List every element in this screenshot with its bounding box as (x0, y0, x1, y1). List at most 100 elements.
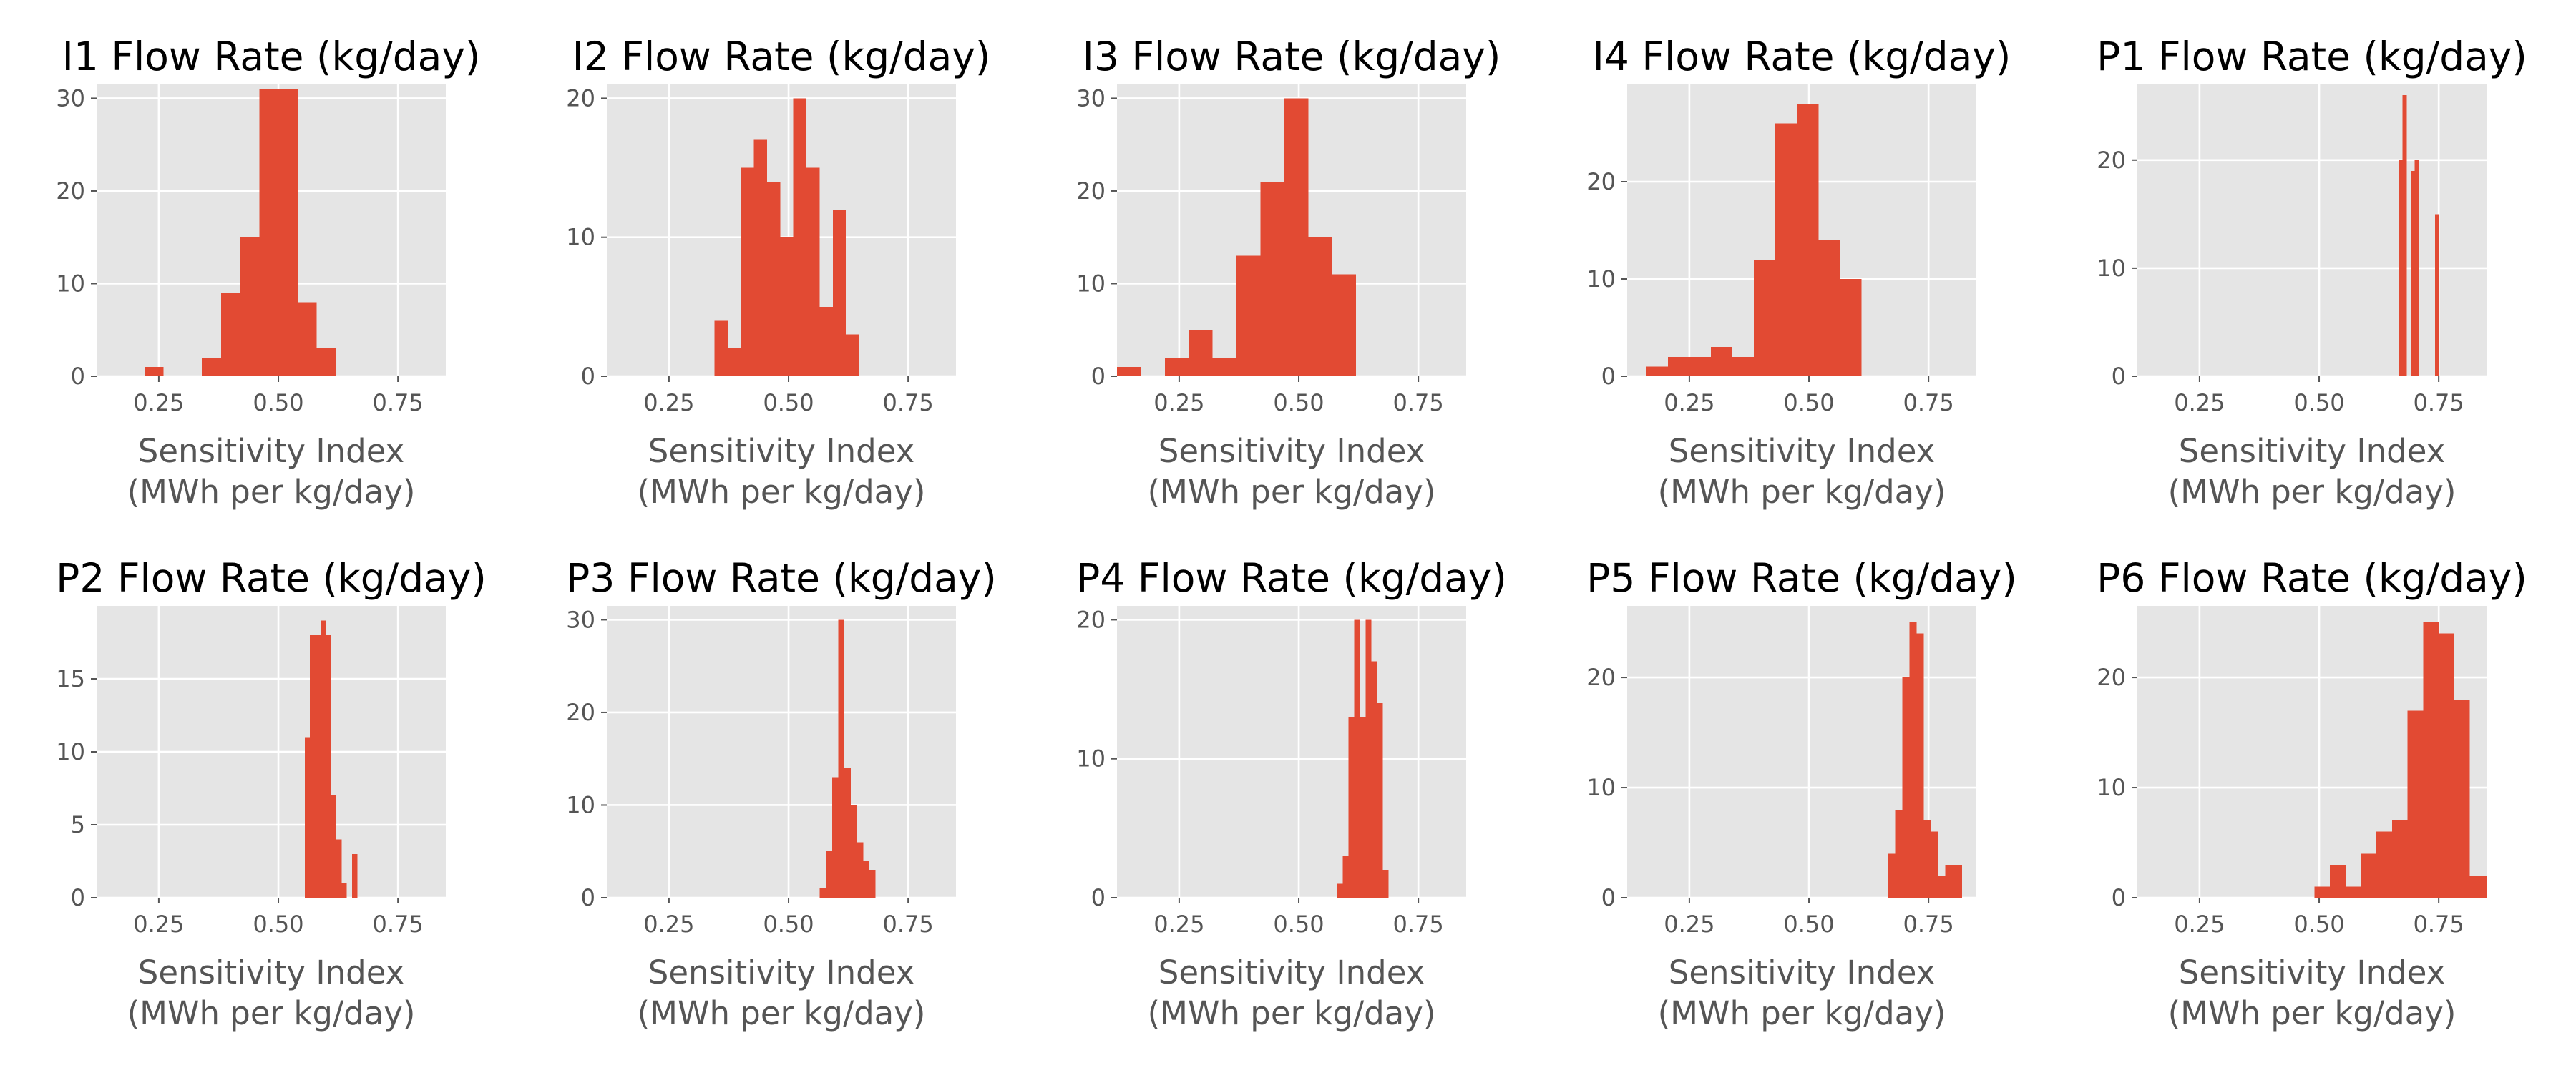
histogram-bar (331, 795, 336, 898)
histogram-bar (1354, 619, 1360, 898)
histogram-bar (320, 620, 326, 898)
x-tick-label: 0.50 (763, 911, 814, 938)
subplot-title: P2 Flow Rate (kg/day) (56, 555, 487, 601)
histogram-bar (819, 888, 826, 898)
x-tick-label: 0.50 (253, 389, 303, 416)
x-axis-label-line-1: Sensitivity Index (1669, 954, 1935, 991)
histogram-bar (1348, 717, 1355, 898)
x-axis-label-line-1: Sensitivity Index (1158, 954, 1425, 991)
histogram-bar (2454, 699, 2470, 898)
histogram-bar (2376, 831, 2392, 898)
x-axis-label-line-1: Sensitivity Index (138, 432, 404, 470)
y-tick-label: 10 (1076, 745, 1106, 773)
subplot-1: 0.25 0.50 0.75 0 10 20 30 I1 Flow Rate (kg/day)… (56, 34, 480, 511)
histogram-bar (850, 805, 857, 898)
y-tick-label: 20 (2097, 147, 2126, 174)
x-axis-label-line-2: (MWh per kg/day) (1658, 994, 1946, 1032)
x-axis-label-line-1: Sensitivity Index (2179, 432, 2445, 470)
x-axis-label-line-2: (MWh per kg/day) (127, 473, 416, 511)
subplot-title: P1 Flow Rate (kg/day) (2097, 34, 2527, 79)
x-axis-label-line-1: Sensitivity Index (138, 954, 404, 991)
histogram-bar (315, 635, 321, 898)
x-tick-label: 0.75 (1903, 389, 1954, 416)
x-tick-label: 0.75 (1393, 911, 1444, 938)
histogram-bar (1236, 255, 1261, 376)
histogram-bar (844, 768, 851, 898)
x-tick-label: 0.25 (133, 389, 184, 416)
histogram-bar (1360, 717, 1366, 898)
x-tick-label: 0.50 (2293, 911, 2344, 938)
histogram-bar (1337, 883, 1343, 898)
histogram-bar (1909, 622, 1917, 898)
histogram-bar (1371, 661, 1377, 898)
histogram-bar (1377, 703, 1383, 898)
y-tick-label: 20 (1586, 664, 1616, 691)
histogram-bar (753, 139, 767, 376)
subplot-title: P3 Flow Rate (kg/day) (566, 555, 997, 601)
x-tick-label: 0.50 (1783, 911, 1834, 938)
histogram-bar (1342, 856, 1349, 898)
x-tick-label: 0.75 (2414, 389, 2464, 416)
y-tick-label: 10 (2097, 774, 2126, 801)
y-tick-label: 15 (56, 665, 85, 692)
histogram-bar (2407, 710, 2424, 898)
histogram-bar (1945, 864, 1953, 898)
x-tick-label: 0.75 (373, 911, 424, 938)
x-axis-label-line-2: (MWh per kg/day) (127, 994, 416, 1032)
histogram-bar (714, 320, 728, 376)
x-tick-label: 0.50 (2293, 389, 2344, 416)
y-tick-label: 10 (2097, 255, 2126, 282)
histogram-bar (310, 635, 316, 898)
histogram-bar (297, 302, 317, 376)
y-tick-label: 0 (581, 363, 595, 390)
y-tick-label: 30 (1076, 84, 1106, 112)
histogram-bar (1797, 104, 1819, 376)
y-tick-label: 5 (71, 811, 85, 838)
histogram-bar (1775, 123, 1797, 376)
x-tick-label: 0.25 (1664, 389, 1714, 416)
histogram-bar (869, 870, 876, 898)
histogram-bar (1952, 864, 1962, 898)
x-tick-label: 0.50 (1273, 911, 1324, 938)
x-axis-label-line-2: (MWh per kg/day) (1148, 473, 1436, 511)
y-tick-label: 0 (581, 884, 595, 911)
x-axis-label-line-1: Sensitivity Index (1669, 432, 1935, 470)
histogram-bar (1754, 259, 1776, 376)
x-tick-label: 0.25 (2174, 389, 2225, 416)
histogram-bar (806, 167, 820, 377)
histogram-bar (1164, 358, 1189, 376)
histogram-bar (780, 237, 794, 376)
y-tick-label: 20 (1586, 168, 1616, 195)
histogram-bar (2423, 622, 2439, 898)
x-tick-label: 0.75 (373, 389, 424, 416)
y-tick-label: 20 (56, 177, 85, 205)
histogram-bar (304, 737, 311, 898)
histogram-bar (1818, 240, 1840, 376)
y-tick-label: 20 (566, 84, 595, 112)
subplot-2: 0.25 0.50 0.75 0 10 20 I2 Flow Rate (kg/day) Se… (566, 34, 990, 511)
histogram-bar (766, 182, 781, 376)
y-tick-label: 0 (2112, 884, 2126, 911)
plot-area (1117, 606, 1466, 898)
histogram-bar (1365, 619, 1372, 898)
histogram-bar (741, 167, 754, 377)
x-tick-label: 0.25 (1153, 911, 1204, 938)
histogram-bar (336, 839, 342, 898)
histogram-bar (727, 348, 741, 376)
histogram-bar (202, 358, 221, 376)
x-tick-label: 0.25 (133, 911, 184, 938)
subplot-6: 0.25 0.50 0.75 0 5 10 15 P2 Flow Rate (kg/day) S… (56, 555, 487, 1032)
y-tick-label: 0 (2112, 363, 2126, 390)
subplot-5: 0.25 0.50 0.75 0 10 20 P1 Flow Rate (kg/day) Se… (2097, 34, 2527, 511)
histogram-bar (1938, 876, 1946, 898)
histogram-bar (1895, 809, 1903, 898)
histogram-bar (2398, 160, 2403, 376)
histogram-bar (846, 334, 859, 376)
x-tick-label: 0.75 (883, 911, 934, 938)
histogram-bar (2435, 214, 2439, 376)
x-tick-label: 0.25 (1664, 911, 1714, 938)
subplot-title: I4 Flow Rate (kg/day) (1593, 34, 2011, 79)
subplot-8: 0.25 0.50 0.75 0 10 20 P4 Flow Rate (kg/day) Se… (1076, 555, 1507, 1032)
x-axis-label-line-2: (MWh per kg/day) (1148, 994, 1436, 1032)
